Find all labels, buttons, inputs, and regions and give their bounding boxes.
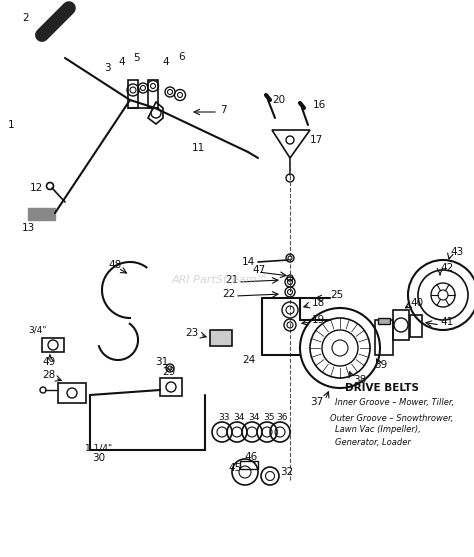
- Text: 22: 22: [222, 289, 235, 299]
- Text: DRIVE BELTS: DRIVE BELTS: [345, 383, 419, 393]
- Text: 6: 6: [178, 52, 185, 62]
- Text: 25: 25: [330, 290, 343, 300]
- Text: 37: 37: [310, 397, 323, 407]
- Text: 46: 46: [244, 452, 257, 462]
- Text: 2: 2: [22, 13, 28, 23]
- Text: 33: 33: [218, 413, 229, 423]
- Bar: [58, 383, 86, 403]
- Text: 21: 21: [225, 275, 238, 285]
- Bar: [148, 80, 158, 108]
- Text: 3: 3: [104, 63, 110, 73]
- Bar: [393, 310, 409, 340]
- Text: 35: 35: [263, 413, 274, 423]
- Text: 7: 7: [220, 105, 227, 115]
- Text: ARI PartStream™: ARI PartStream™: [172, 275, 268, 285]
- Text: Lawn Vac (Impeller),: Lawn Vac (Impeller),: [335, 426, 421, 434]
- Text: 13: 13: [22, 223, 35, 233]
- Text: 40: 40: [410, 298, 423, 308]
- Bar: [160, 378, 182, 396]
- Text: 4: 4: [118, 57, 125, 67]
- Bar: [210, 330, 232, 346]
- Text: 30: 30: [92, 453, 105, 463]
- Text: 41: 41: [440, 317, 453, 327]
- Text: 18: 18: [312, 298, 325, 308]
- Text: 38: 38: [353, 375, 366, 385]
- Text: 29: 29: [162, 367, 175, 377]
- Text: 28: 28: [42, 370, 55, 380]
- Text: 20: 20: [272, 95, 285, 105]
- Bar: [378, 318, 390, 324]
- Text: 12: 12: [30, 183, 43, 193]
- Text: 34: 34: [233, 413, 245, 423]
- Text: 1: 1: [8, 120, 15, 130]
- Text: 45: 45: [228, 463, 241, 473]
- Bar: [42, 338, 64, 352]
- Text: Generator, Loader: Generator, Loader: [335, 437, 411, 447]
- Text: Inner Groove – Mower, Tiller,: Inner Groove – Mower, Tiller,: [335, 398, 454, 407]
- Text: 47: 47: [252, 265, 265, 275]
- Text: 17: 17: [310, 135, 323, 145]
- Text: 34: 34: [248, 413, 259, 423]
- Text: 24: 24: [242, 355, 255, 365]
- Text: 3/4": 3/4": [28, 325, 46, 335]
- Text: 48: 48: [108, 260, 121, 270]
- Text: 36: 36: [276, 413, 288, 423]
- Text: 39: 39: [374, 360, 387, 370]
- Text: 23: 23: [185, 328, 198, 338]
- Text: 1 1/4": 1 1/4": [85, 443, 112, 452]
- Text: 49: 49: [42, 357, 55, 367]
- Text: Outer Groove – Snowthrower,: Outer Groove – Snowthrower,: [330, 413, 453, 423]
- Bar: [375, 320, 393, 355]
- Text: 16: 16: [313, 100, 326, 110]
- Text: 14: 14: [242, 257, 255, 267]
- Text: 19: 19: [312, 315, 325, 325]
- Bar: [128, 80, 138, 108]
- Text: 42: 42: [440, 263, 453, 273]
- Polygon shape: [28, 208, 55, 220]
- Text: 43: 43: [450, 247, 463, 257]
- Text: 32: 32: [280, 467, 293, 477]
- Text: 31: 31: [155, 357, 168, 367]
- Bar: [240, 461, 258, 469]
- Text: 4: 4: [162, 57, 169, 67]
- Bar: [410, 315, 422, 337]
- Text: 11: 11: [192, 143, 205, 153]
- Text: 5: 5: [133, 53, 140, 63]
